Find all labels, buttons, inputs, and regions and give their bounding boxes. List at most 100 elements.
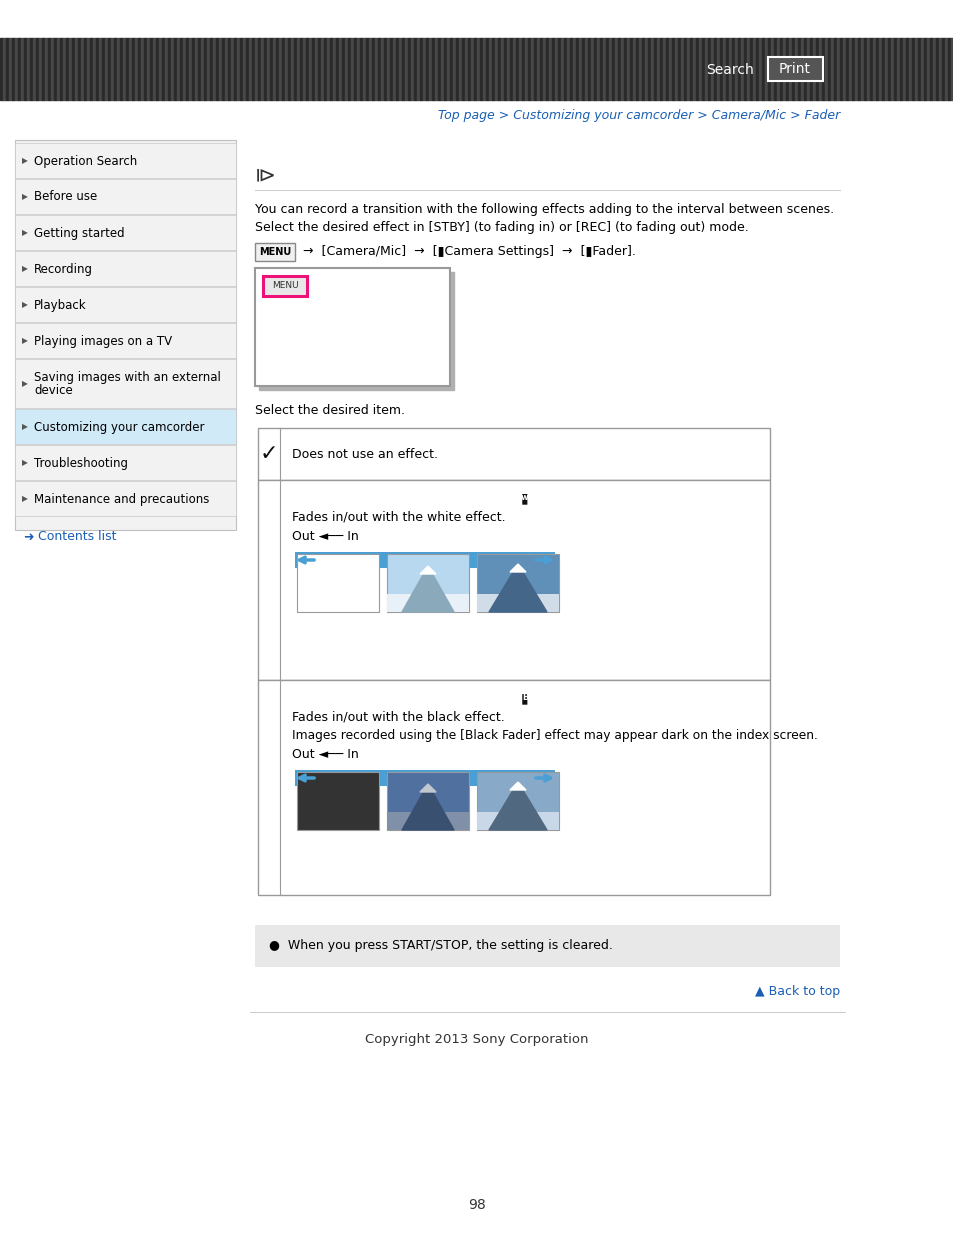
Text: B: B <box>521 694 528 703</box>
Bar <box>15 287 235 322</box>
Bar <box>654 38 657 100</box>
Text: ✓: ✓ <box>259 445 278 464</box>
Bar <box>113 38 117 100</box>
Bar <box>222 38 225 100</box>
Bar <box>30 38 33 100</box>
Bar <box>309 38 312 100</box>
Bar <box>869 38 872 100</box>
Text: Operation Search: Operation Search <box>34 154 137 168</box>
Bar <box>96 38 99 100</box>
Bar <box>542 38 545 100</box>
Bar <box>641 38 644 100</box>
Bar <box>27 38 30 100</box>
Bar <box>734 38 738 100</box>
Bar <box>524 38 527 100</box>
Bar <box>92 38 96 100</box>
Bar <box>9 38 12 100</box>
Text: You can record a transition with the following effects adding to the interval be: You can record a transition with the fol… <box>254 204 833 216</box>
Polygon shape <box>401 784 454 830</box>
Text: ▶: ▶ <box>22 494 28 504</box>
Bar <box>665 38 668 100</box>
Bar <box>899 38 902 100</box>
Bar <box>117 38 120 100</box>
Bar <box>291 38 294 100</box>
Bar <box>474 38 476 100</box>
Bar <box>707 38 710 100</box>
Bar <box>689 38 692 100</box>
Bar <box>330 38 333 100</box>
Bar <box>680 38 683 100</box>
Bar <box>348 38 351 100</box>
Bar <box>767 57 822 82</box>
Bar <box>782 38 785 100</box>
Bar <box>422 38 426 100</box>
Bar <box>341 38 345 100</box>
Bar <box>132 38 135 100</box>
Bar <box>165 38 168 100</box>
Bar <box>257 480 769 680</box>
Text: ▶: ▶ <box>22 422 28 431</box>
Bar <box>90 38 92 100</box>
Bar <box>12 38 15 100</box>
Bar <box>129 38 132 100</box>
Bar <box>908 38 911 100</box>
Text: ▶: ▶ <box>22 336 28 346</box>
Bar <box>15 359 235 408</box>
Bar <box>15 480 235 516</box>
Bar <box>177 38 180 100</box>
Bar <box>296 38 299 100</box>
Bar <box>461 38 464 100</box>
Bar <box>36 38 39 100</box>
Bar <box>282 38 285 100</box>
Bar <box>827 38 830 100</box>
Bar <box>207 38 210 100</box>
Bar <box>111 38 113 100</box>
Bar <box>21 38 24 100</box>
Bar <box>857 38 861 100</box>
Bar <box>294 769 555 785</box>
Bar <box>75 38 78 100</box>
Bar <box>333 38 335 100</box>
Text: Fades in/out with the white effect.: Fades in/out with the white effect. <box>292 510 505 524</box>
Bar <box>42 38 45 100</box>
Bar <box>581 38 584 100</box>
Text: ▮: ▮ <box>520 492 528 505</box>
Bar <box>518 38 521 100</box>
Text: Out ◄── In: Out ◄── In <box>292 748 358 762</box>
Bar <box>183 38 186 100</box>
Bar <box>15 215 235 249</box>
Text: ▶: ▶ <box>22 264 28 273</box>
Bar <box>657 38 659 100</box>
Text: Before use: Before use <box>34 190 97 204</box>
Bar <box>387 555 469 613</box>
Bar <box>615 38 618 100</box>
Bar <box>414 38 416 100</box>
Bar <box>471 38 474 100</box>
Bar <box>759 38 761 100</box>
Bar <box>791 38 794 100</box>
Bar <box>573 38 576 100</box>
Bar <box>861 38 863 100</box>
Bar <box>464 38 468 100</box>
Bar <box>51 38 54 100</box>
Bar <box>84 38 87 100</box>
Bar <box>539 38 542 100</box>
Bar <box>633 38 636 100</box>
Bar <box>296 555 378 613</box>
Bar <box>335 38 338 100</box>
Bar <box>537 38 539 100</box>
Bar <box>66 38 69 100</box>
Bar <box>15 38 18 100</box>
Bar <box>489 38 492 100</box>
Text: Troubleshooting: Troubleshooting <box>34 457 128 469</box>
Bar <box>668 38 671 100</box>
Bar <box>192 38 194 100</box>
Bar <box>264 38 267 100</box>
Bar <box>296 772 378 830</box>
Bar <box>620 38 623 100</box>
Bar <box>257 38 261 100</box>
Bar <box>393 38 395 100</box>
Bar <box>144 38 147 100</box>
Bar <box>356 38 359 100</box>
Bar <box>243 38 246 100</box>
